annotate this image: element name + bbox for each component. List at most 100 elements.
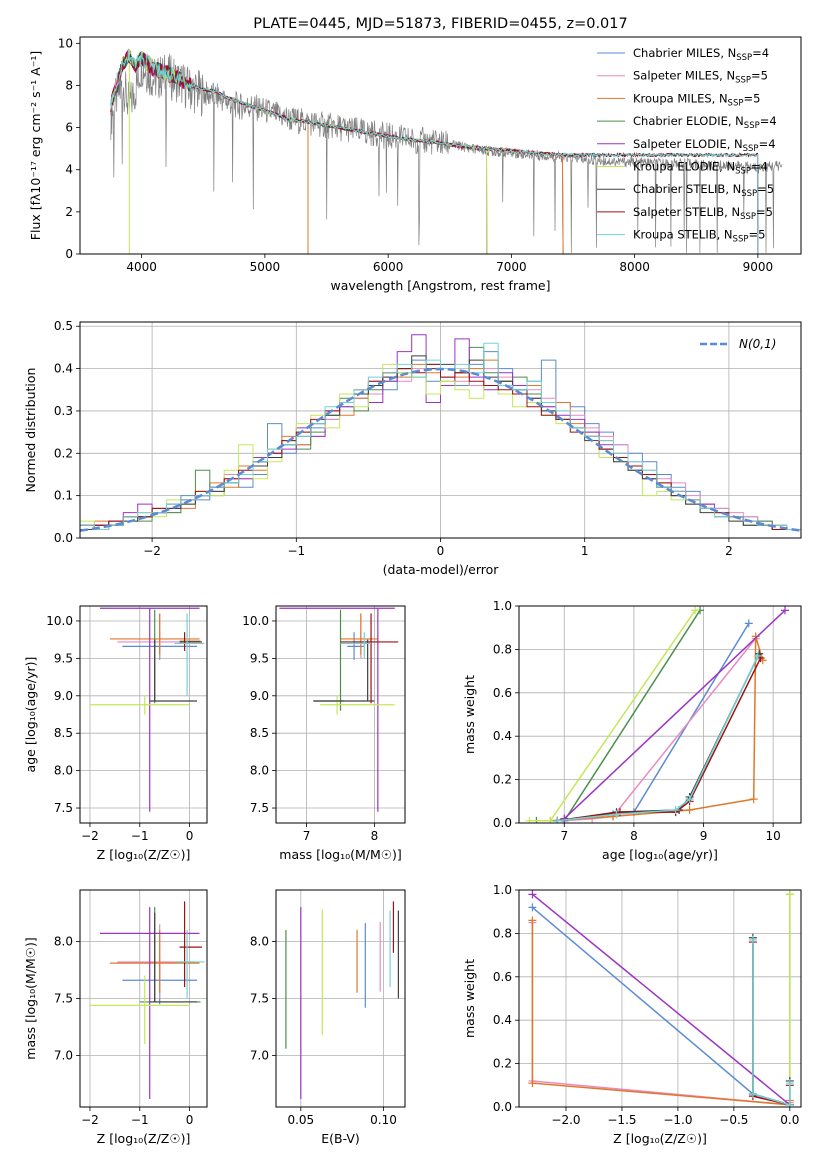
plot-area-spectrum [110, 48, 783, 254]
histogram-step-8 [80, 342, 801, 530]
axes-mass-age: 7 8 7.5 8.0 8.5 9.0 9.5 10.0 mass [log₁₀(M/M☉)] [242, 605, 406, 862]
ticks-z-mass: −2 −1 0 7.0 7.5 8.0 [54, 934, 193, 1127]
y-tick-label: 10.0 [242, 614, 269, 628]
legend-main: Kroupa ELODIE, N [633, 160, 735, 174]
legend-main: Salpeter ELODIE, N [633, 137, 743, 151]
legend-sub: SSP [735, 167, 751, 177]
y-tick-label: 0.3 [54, 404, 73, 418]
legend-sub: SSP [735, 76, 751, 86]
plot-area-residuals [80, 334, 801, 532]
weight-marker-2 [528, 1079, 537, 1088]
x-tick-label: −2 [143, 544, 161, 558]
legend-entry-0: Chabrier MILES, NSSP=4 [633, 46, 769, 63]
y-tick-label: 0.6 [493, 970, 512, 984]
y-tick-label: 0.4 [54, 362, 73, 376]
y-tick-label: 0.8 [493, 642, 512, 656]
y-tick-label: 7.0 [250, 1049, 269, 1063]
weight-marker-8 [785, 1079, 794, 1088]
x-axis-label: Z [log₁₀(Z/Z☉)] [613, 1131, 707, 1146]
axes-frame [79, 36, 802, 255]
y-tick-label: 7.5 [250, 801, 269, 815]
weight-line-0 [564, 623, 750, 822]
y-tick-label: 0.2 [493, 773, 512, 787]
y-axis-label: age [log₁₀(age/yr)] [23, 657, 38, 773]
y-tick-label: 0.1 [54, 489, 73, 503]
y-tick-label: 0.0 [493, 816, 512, 830]
x-tick-label: −1.0 [663, 1113, 692, 1127]
weight-line-2 [531, 920, 791, 1106]
y-tick-label: 8.5 [54, 726, 73, 740]
y-tick-label: 7.5 [54, 801, 73, 815]
x-tick-label: 8 [630, 829, 638, 843]
weight-line-7 [752, 942, 791, 1106]
legend-main: Chabrier STELIB, N [633, 182, 741, 196]
axes-frame [79, 321, 802, 539]
y-tick-label: 0.4 [493, 729, 512, 743]
legend-tail: =4 [759, 137, 776, 151]
x-tick-label: 5000 [250, 260, 281, 274]
legend-sub: SSP [740, 212, 756, 222]
x-tick-label: 2 [725, 544, 733, 558]
y-tick-label: 0.0 [493, 1100, 512, 1114]
plot-area-z-age [89, 607, 205, 812]
x-tick-label: 0 [437, 544, 445, 558]
ticks-ebv-mass: 0.05 0.10 7.0 7.5 8.0 [250, 934, 397, 1127]
axes-ebv-mass: 0.05 0.10 7.0 7.5 8.0 E(B-V) [250, 889, 406, 1146]
weight-marker-4 [528, 890, 537, 899]
axes-frame [79, 889, 208, 1108]
axes-frame [518, 605, 802, 824]
model-line-8 [110, 49, 759, 254]
y-axis-label: Flux [fλ10⁻¹⁷ erg cm⁻² s⁻¹ A⁻¹] [28, 51, 43, 240]
weight-marker-5 [785, 890, 794, 899]
y-tick-label: 10.0 [46, 614, 73, 628]
weight-line-3 [536, 609, 701, 822]
ticks-z-age: −2 −1 0 7.5 8.0 8.5 9.0 9.5 10.0 [46, 614, 193, 843]
x-tick-label: 9 [700, 829, 708, 843]
weight-line-4 [557, 609, 786, 822]
axes-z-mass: −2 −1 0 7.0 7.5 8.0 Z [log₁₀(Z/Z☉)] mass [log₁₀… [23, 889, 208, 1146]
x-tick-label: 0 [186, 1113, 194, 1127]
weight-line-5 [529, 609, 696, 822]
x-axis-label: (data-model)/error [383, 562, 500, 577]
y-tick-label: 0 [65, 247, 73, 261]
weight-marker-5 [691, 606, 700, 615]
x-tick-label: −1.5 [607, 1113, 636, 1127]
weight-marker-8 [748, 1089, 757, 1098]
y-tick-label: 7.5 [54, 992, 73, 1006]
x-axis-label: wavelength [Angstrom, rest frame] [330, 278, 550, 293]
y-tick-label: 1.0 [493, 883, 512, 897]
y-tick-label: 8.5 [250, 726, 269, 740]
legend-entry-5: Kroupa ELODIE, NSSP=4 [633, 160, 768, 177]
weight-marker-0 [528, 903, 537, 912]
weight-line-4 [531, 893, 791, 1106]
x-tick-label: −0.5 [719, 1113, 748, 1127]
y-tick-label: 1.0 [493, 599, 512, 613]
legend-main: Salpeter STELIB, N [633, 205, 740, 219]
x-tick-label: 0 [186, 829, 194, 843]
legend-entry-4: Salpeter ELODIE, NSSP=4 [633, 137, 776, 154]
weight-marker-2 [751, 632, 760, 641]
y-tick-label: 7.0 [54, 1049, 73, 1063]
observed-spectrum-line [110, 50, 783, 253]
legend-tail: =4 [752, 46, 769, 60]
legend-tail: =5 [751, 69, 768, 83]
y-tick-label: 0.2 [54, 446, 73, 460]
weight-marker-5 [546, 816, 555, 823]
y-tick-label: 0.0 [54, 531, 73, 545]
legend-tail: =5 [756, 205, 773, 219]
x-tick-label: 8000 [619, 260, 650, 274]
x-axis-label: mass [log₁₀(M/M☉)] [279, 847, 401, 862]
ticks-mass-age: 7 8 7.5 8.0 8.5 9.0 9.5 10.0 [242, 614, 378, 843]
x-tick-label: −1 [131, 829, 149, 843]
x-tick-label: −2 [81, 829, 99, 843]
y-axis-label: mass [log₁₀(M/M☉)] [23, 937, 38, 1059]
x-tick-label: 4000 [126, 260, 157, 274]
plot-area-mass-age [279, 607, 399, 812]
x-tick-label: 7000 [496, 260, 527, 274]
legend-main: Kroupa MILES, N [633, 91, 728, 105]
weight-marker-2 [528, 916, 537, 925]
y-tick-label: 9.0 [54, 689, 73, 703]
weight-marker-2 [749, 795, 758, 804]
x-tick-label: −1 [287, 544, 305, 558]
legend-tail: =5 [757, 182, 774, 196]
